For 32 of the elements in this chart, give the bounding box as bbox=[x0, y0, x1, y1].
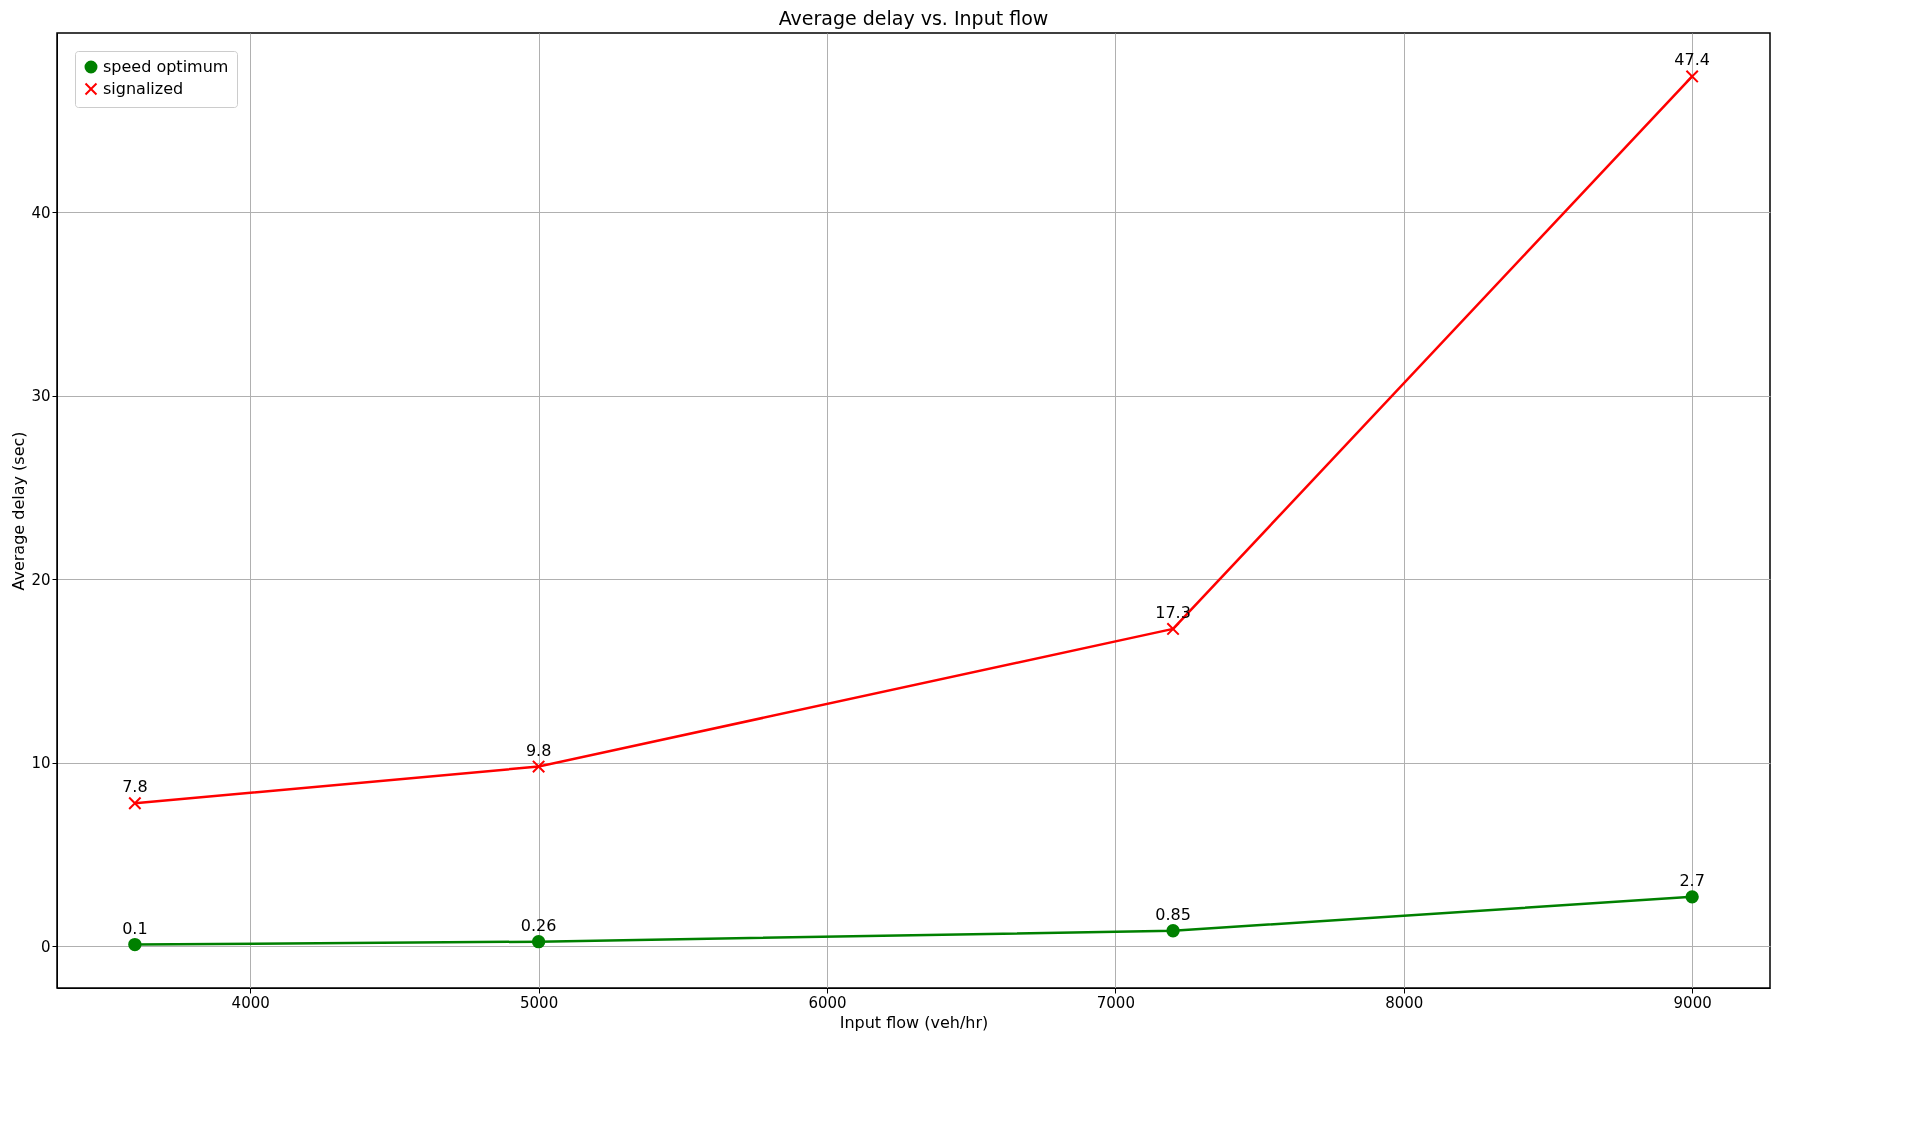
y-tick-label: 30 bbox=[31, 387, 51, 406]
point bbox=[128, 937, 142, 952]
x-tick-label: 9000 bbox=[1673, 993, 1712, 1012]
data-label: 9.8 bbox=[525, 740, 552, 760]
legend-label: speed optimum bbox=[103, 57, 229, 76]
point bbox=[1685, 890, 1699, 904]
point bbox=[1166, 924, 1180, 938]
y-tick-label: 40 bbox=[31, 203, 51, 222]
x-tick-label: 4000 bbox=[231, 993, 270, 1012]
data-label: 17.3 bbox=[1155, 602, 1191, 622]
data-label: 0.85 bbox=[1155, 904, 1191, 924]
data-label: 2.7 bbox=[1679, 870, 1705, 890]
point bbox=[128, 796, 142, 810]
data-label: 47.4 bbox=[1674, 50, 1710, 70]
x-tick-label: 5000 bbox=[520, 993, 559, 1012]
x-axis-title: Input flow (veh/hr) bbox=[839, 1012, 989, 1032]
point bbox=[531, 759, 546, 774]
y-axis-title: Average delay (sec) bbox=[9, 431, 29, 591]
x-tick-label: 6000 bbox=[808, 993, 847, 1012]
legend-label: signalized bbox=[103, 79, 184, 98]
data-label: 0.1 bbox=[122, 918, 148, 938]
point bbox=[1685, 69, 1699, 84]
y-tick-label: 10 bbox=[31, 754, 51, 773]
y-tick-label: 0 bbox=[40, 937, 51, 956]
chart-title: Average delay vs. Input flow bbox=[778, 7, 1049, 29]
point bbox=[531, 934, 546, 949]
x-tick-label: 7000 bbox=[1096, 993, 1135, 1012]
data-label: 0.26 bbox=[520, 915, 557, 935]
point bbox=[1166, 622, 1180, 636]
y-tick-label: 20 bbox=[31, 570, 51, 589]
data-label: 7.8 bbox=[122, 777, 148, 797]
x-tick-label: 8000 bbox=[1385, 993, 1424, 1012]
